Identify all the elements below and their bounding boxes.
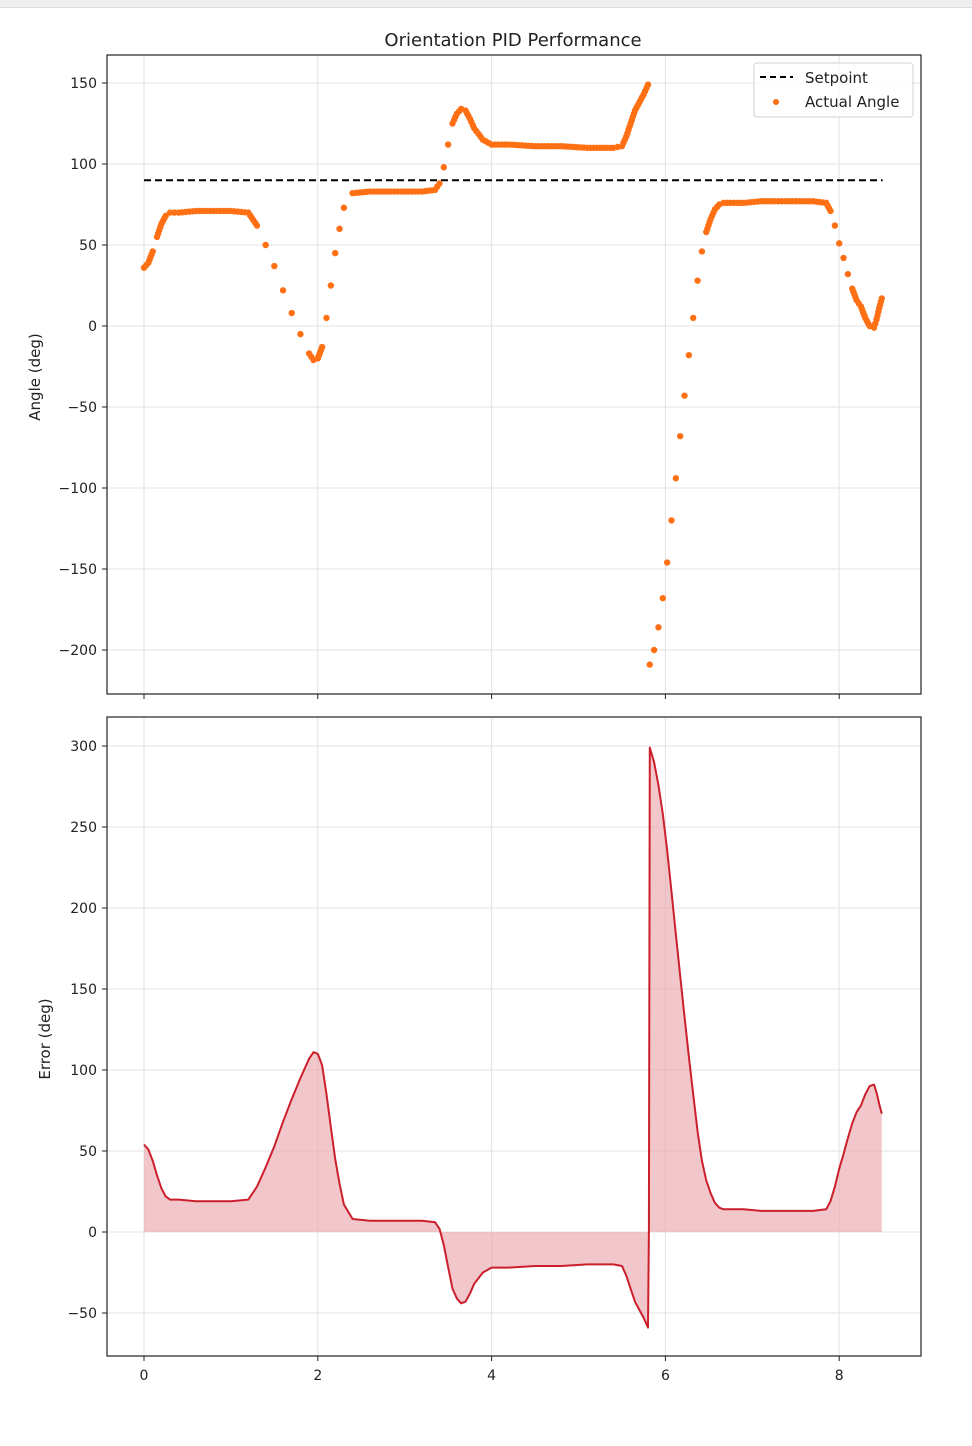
- actual-angle-point: [149, 248, 156, 255]
- actual-angle-point: [878, 295, 885, 302]
- actual-angle-point: [694, 277, 701, 284]
- actual-angle-point: [440, 164, 448, 171]
- actual-angle-point: [663, 559, 671, 566]
- actual-angle-point: [279, 287, 287, 294]
- figure-title: Orientation PID Performance: [384, 30, 641, 51]
- legend-box: [753, 62, 914, 118]
- actual-angle-point: [271, 262, 278, 270]
- actual-angle-point: [444, 141, 452, 148]
- actual-angle-point: [318, 343, 326, 351]
- error-series: [143, 746, 883, 1329]
- actual-angle-point: [436, 180, 443, 187]
- y-tick-label: 150: [70, 982, 97, 998]
- actual-angle-point: [650, 646, 658, 654]
- y-tick-label: 100: [70, 1063, 97, 1079]
- y-tick-label: 50: [79, 238, 97, 254]
- actual-angle-point: [644, 81, 652, 88]
- actual-angle-point: [681, 392, 688, 399]
- actual-angle-legend-label: Actual Angle: [805, 93, 899, 111]
- angle-series: [140, 81, 885, 668]
- actual-angle-point: [676, 432, 684, 440]
- setpoint-legend-label: Setpoint: [805, 69, 868, 87]
- error-axes-frame: [106, 716, 922, 1357]
- y-tick-label: 0: [88, 319, 97, 335]
- error-line: [143, 746, 883, 1329]
- actual-angle-point: [340, 204, 348, 211]
- angle-gridlines: [107, 55, 921, 694]
- actual-angle-point: [844, 270, 852, 278]
- x-tick-label: 4: [487, 1368, 496, 1384]
- y-tick-label: −200: [59, 643, 97, 659]
- actual-angle-point: [840, 254, 847, 262]
- actual-angle-point: [288, 309, 295, 317]
- window-top-edge: [0, 0, 972, 8]
- angle-y-label: Angle (deg): [26, 333, 44, 420]
- error-axes: 0 2 4 6 8 300 250 200 150 100 50 0 −50 Error (deg): [36, 716, 922, 1384]
- actual-angle-point: [253, 222, 261, 229]
- error-y-label: Error (deg): [36, 998, 54, 1079]
- y-tick-label: 0: [88, 1225, 97, 1241]
- actual-angle-point: [672, 475, 680, 482]
- actual-angle-legend-swatch: [773, 99, 779, 105]
- angle-axes: 150 100 50 0 −50 −100 −150 −200 Angle (deg) Set…: [26, 54, 922, 699]
- actual-angle-point: [827, 207, 834, 215]
- actual-angle-point: [836, 240, 843, 247]
- error-fill-area: [144, 747, 882, 1328]
- y-tick-label: 150: [70, 76, 97, 92]
- y-tick-label: 250: [70, 820, 97, 836]
- actual-angle-point: [685, 351, 693, 359]
- legend: Setpoint Actual Angle: [753, 62, 914, 118]
- actual-angle-point: [646, 661, 653, 668]
- actual-angle-point: [323, 314, 330, 322]
- y-tick-label: −50: [67, 1306, 97, 1322]
- x-tick-label: 0: [140, 1368, 149, 1384]
- actual-angle-point: [690, 314, 697, 322]
- x-tick-label: 2: [313, 1368, 322, 1384]
- angle-tick-labels: 150 100 50 0 −50 −100 −150 −200: [59, 76, 840, 699]
- actual-angle-point: [331, 249, 339, 257]
- actual-angle-point: [831, 222, 839, 229]
- y-tick-label: 300: [70, 739, 97, 755]
- actual-angle-point: [659, 594, 666, 602]
- x-tick-label: 6: [661, 1368, 670, 1384]
- actual-angle-point: [297, 330, 304, 338]
- y-tick-label: 50: [79, 1144, 97, 1160]
- y-tick-label: 100: [70, 157, 97, 173]
- y-tick-label: 200: [70, 901, 97, 917]
- actual-angle-point: [655, 624, 662, 631]
- error-tick-labels: 0 2 4 6 8 300 250 200 150 100 50 0 −50: [67, 739, 843, 1384]
- actual-angle-point: [698, 248, 706, 255]
- y-tick-label: −50: [67, 400, 97, 416]
- actual-angle-point: [668, 517, 675, 524]
- angle-axes-frame: [106, 54, 922, 695]
- x-tick-label: 8: [835, 1368, 844, 1384]
- actual-angle-point: [262, 241, 269, 249]
- y-tick-label: −100: [59, 481, 97, 497]
- actual-angle-point: [336, 225, 343, 232]
- actual-angle-point: [327, 282, 335, 289]
- y-tick-label: −150: [59, 562, 97, 578]
